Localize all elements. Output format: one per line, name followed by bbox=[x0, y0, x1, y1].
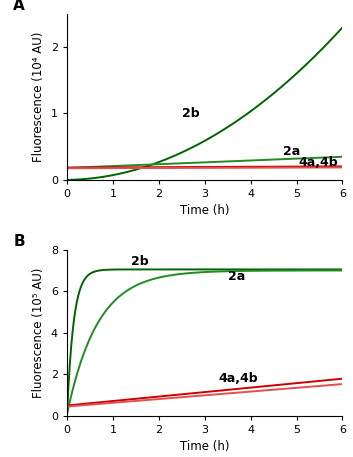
Text: 2b: 2b bbox=[182, 107, 199, 120]
X-axis label: Time (h): Time (h) bbox=[180, 441, 229, 453]
Text: 2a: 2a bbox=[283, 144, 300, 158]
Y-axis label: Fluorescence (10⁴ AU): Fluorescence (10⁴ AU) bbox=[32, 32, 46, 162]
Text: 2b: 2b bbox=[131, 255, 149, 268]
Text: B: B bbox=[13, 234, 25, 250]
Text: 2a: 2a bbox=[228, 270, 245, 283]
X-axis label: Time (h): Time (h) bbox=[180, 204, 229, 218]
Y-axis label: Fluorescence (10⁵ AU): Fluorescence (10⁵ AU) bbox=[32, 268, 46, 398]
Text: 4a,4b: 4a,4b bbox=[219, 372, 258, 385]
Text: 4a,4b: 4a,4b bbox=[299, 156, 339, 169]
Text: A: A bbox=[13, 0, 25, 13]
